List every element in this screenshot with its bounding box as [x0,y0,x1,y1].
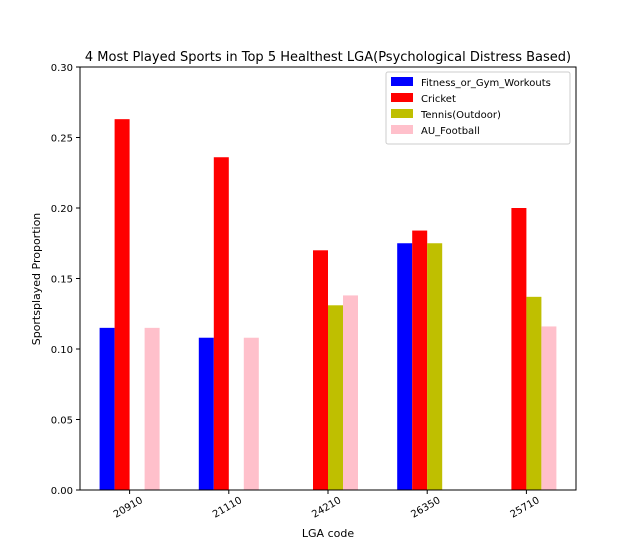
y-tick-label: 0.00 [51,486,73,497]
bar-cricket-25710 [511,208,527,490]
y-axis-label: Sportsplayed Proportion [30,213,43,346]
bars-group [99,119,557,491]
bar-cricket-26350 [412,230,428,490]
bar-fitness-or-gym-workouts-26350 [397,243,413,490]
bar-cricket-20910 [114,119,130,491]
y-tick-label: 0.15 [51,275,73,286]
bar-tennis-outdoor--24210 [328,305,343,490]
bar-cricket-24210 [313,250,328,490]
legend-label: Cricket [421,94,456,105]
y-tick-label: 0.05 [51,416,73,427]
bar-fitness-or-gym-workouts-21110 [198,337,214,490]
legend-box [385,71,571,145]
y-tick-label: 0.10 [51,345,73,356]
x-axis-label: LGA code [302,527,354,540]
bar-au-football-25710 [541,326,557,490]
bar-tennis-outdoor--25710 [526,296,542,490]
bar-fitness-or-gym-workouts-20910 [99,327,115,490]
legend-swatch [391,109,413,118]
y-tick-label: 0.30 [51,63,73,74]
plot-frame [79,66,577,491]
bar-au-football-24210 [343,295,358,490]
legend-swatch [391,77,413,86]
legend-swatch [391,125,413,134]
y-tick-label: 0.25 [51,134,73,145]
bar-cricket-21110 [213,157,229,491]
legend-label: Fitness_or_Gym_Workouts [421,78,551,89]
legend-swatch [391,93,413,102]
bar-au-football-21110 [243,337,259,490]
legend-label: Tennis(Outdoor) [420,110,501,121]
y-axis: 0.00 0.05 0.10 0.15 0.20 0.25 0.30 [51,63,80,497]
bar-au-football-20910 [144,327,160,490]
legend-label: AU_Football [421,126,480,137]
chart-title: 4 Most Played Sports in Top 5 Healthest … [85,50,571,65]
bar-tennis-outdoor--26350 [427,243,443,490]
legend: Fitness_or_Gym_Workouts Cricket Tennis(Out… [385,71,571,145]
y-tick-label: 0.20 [51,204,73,215]
